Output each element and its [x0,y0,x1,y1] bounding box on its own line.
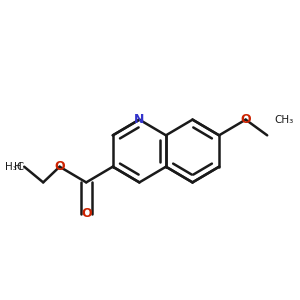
Text: H: H [14,162,22,172]
Text: CH₃: CH₃ [275,115,294,125]
Text: O: O [81,207,92,220]
Text: N: N [134,113,145,126]
Text: O: O [54,160,65,173]
Text: O: O [240,113,251,126]
Text: H₃C: H₃C [5,162,24,172]
